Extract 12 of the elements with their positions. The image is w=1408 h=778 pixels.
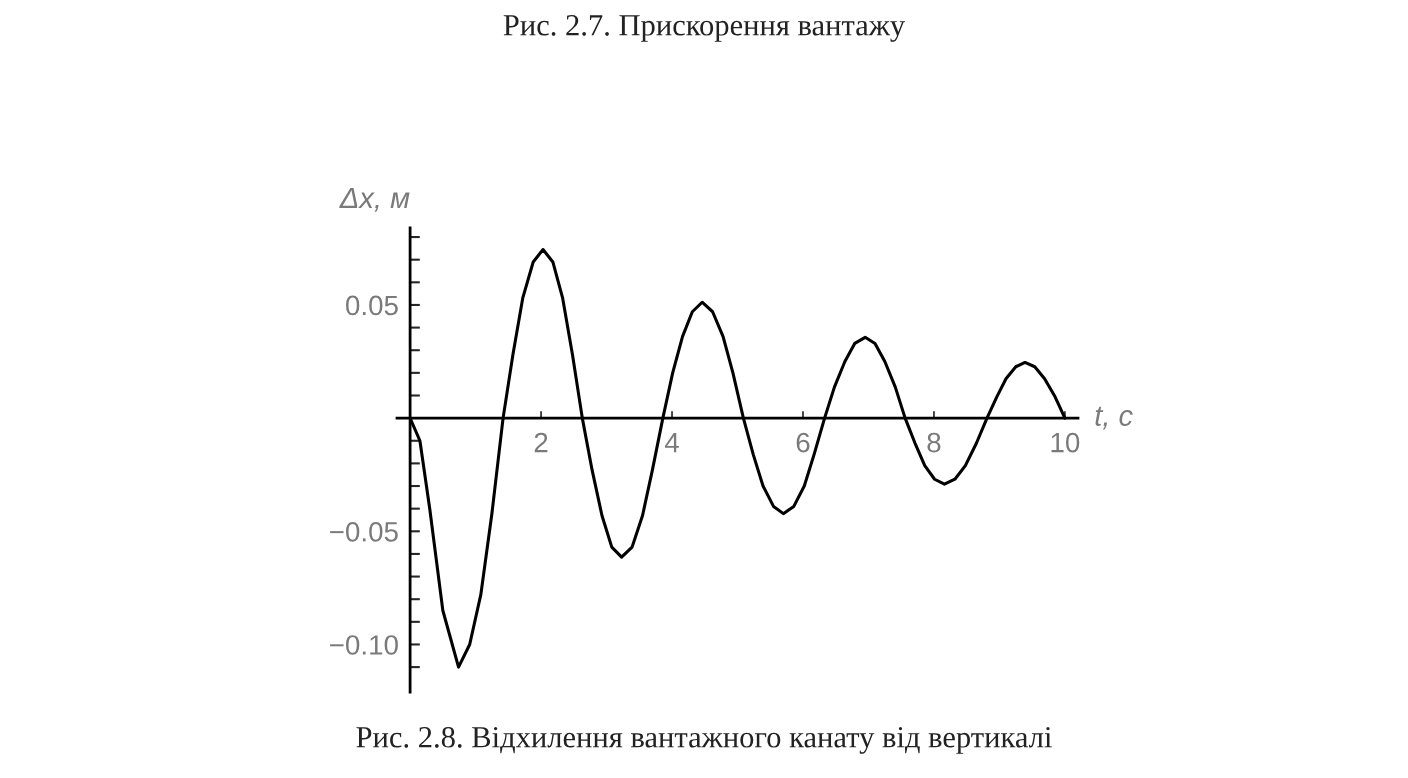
y-tick-label: 0.05 bbox=[346, 295, 398, 316]
text: Рис. 2.7. Прискорення вантажу bbox=[503, 15, 906, 42]
y-axis-title: Δx, м bbox=[339, 187, 410, 212]
y-tick-label: −0.05 bbox=[330, 521, 398, 542]
text: Рис. 2.8. Відхилення вантажного канату від вертикалі bbox=[356, 726, 1052, 754]
x-axis-title: t, c bbox=[1095, 406, 1133, 430]
x-tick-label: 10 bbox=[1051, 432, 1080, 453]
x-tick-label: 6 bbox=[796, 432, 810, 453]
x-tick-label: 2 bbox=[534, 432, 548, 453]
y-tick-label: −0.10 bbox=[330, 635, 398, 655]
x-tick-label: 8 bbox=[927, 432, 941, 453]
x-tick-label: 4 bbox=[664, 433, 679, 453]
